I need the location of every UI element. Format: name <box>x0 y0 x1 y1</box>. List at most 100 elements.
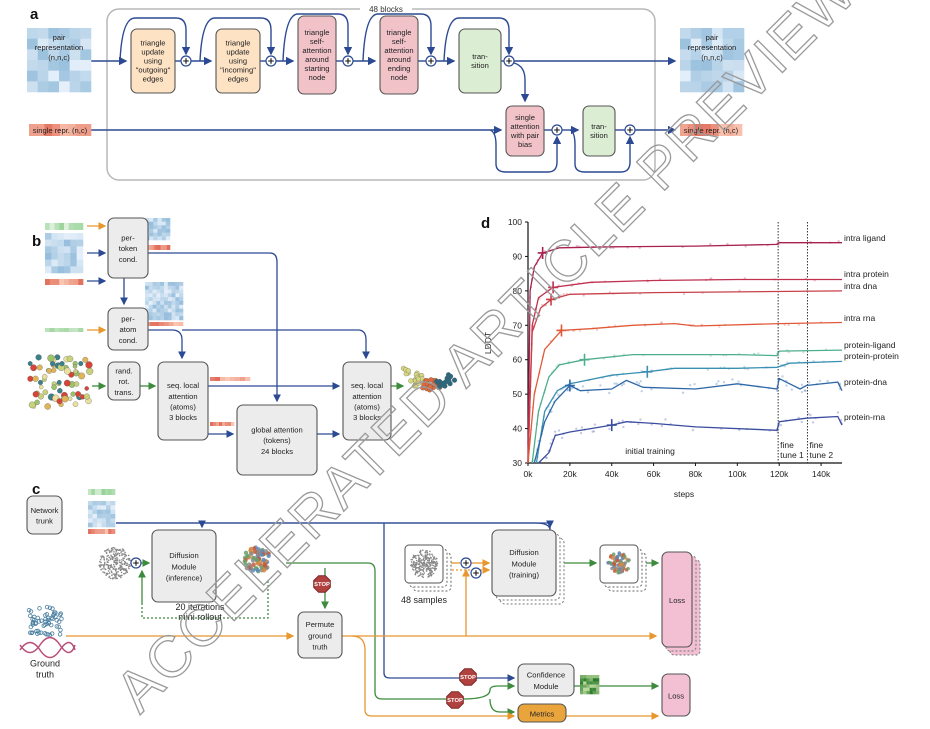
block-label-line: Network <box>31 506 59 515</box>
series-point <box>709 243 712 246</box>
plus-icon <box>624 124 636 136</box>
series-point <box>803 389 806 392</box>
token-single-cond <box>145 245 171 250</box>
series-point <box>639 418 642 421</box>
series-point <box>637 422 640 426</box>
series-label: intra protein <box>844 269 889 279</box>
sequence-local-attention-block-1: seq. local attention(atoms) 3 blocks <box>157 361 209 441</box>
random-rotation-translation-block: rand.rot. trans. <box>107 361 141 401</box>
series-point <box>599 384 602 387</box>
global-attention-block: global attention(tokens) 24 blocks <box>236 404 318 476</box>
block-shape <box>107 361 141 401</box>
series-point <box>737 380 740 383</box>
series-point <box>560 436 564 440</box>
series-point <box>785 384 788 387</box>
block-shape <box>297 611 343 659</box>
stop-gradient-icon-1: STOP <box>313 575 331 593</box>
series-point <box>722 381 726 384</box>
series-point <box>837 240 840 243</box>
series-label: protein-rna <box>844 412 885 422</box>
series-point <box>688 383 692 387</box>
atom-single-cond <box>145 322 184 326</box>
x-axis-label: steps <box>674 489 694 499</box>
block-label-line: 3 blocks <box>169 413 197 422</box>
block-label-line: "incoming" <box>220 66 256 75</box>
series-point <box>779 424 783 427</box>
label-line: truth <box>36 670 54 680</box>
series-point <box>660 424 664 428</box>
label-line: pair <box>706 33 719 42</box>
series-point <box>809 413 812 417</box>
x-tick-label: 120k <box>770 469 789 479</box>
trunk-feature-strip <box>88 489 116 495</box>
phase-label-fine-tune: fine tune 1 <box>780 440 804 460</box>
block-label-line: ground <box>308 631 332 640</box>
plus-icon <box>342 55 354 67</box>
series-point <box>790 388 794 391</box>
series-point <box>562 386 565 389</box>
block-shape <box>582 105 616 157</box>
plus-icon <box>130 557 142 569</box>
block-shape <box>517 663 575 697</box>
series-point <box>775 389 779 393</box>
block-label-line: Module <box>534 682 559 691</box>
series-line <box>531 349 843 464</box>
series-point <box>586 391 590 394</box>
series-point <box>836 411 840 414</box>
series-point <box>807 412 810 416</box>
block-label-line: node <box>391 73 408 82</box>
stop-gradient-icon-2: STOP <box>459 668 477 686</box>
block-label-line: self- <box>392 37 407 46</box>
block-shape <box>491 529 557 597</box>
series-point <box>757 352 760 355</box>
block-label-line: tran- <box>591 122 607 131</box>
series-point <box>776 431 779 434</box>
series-point <box>717 380 720 383</box>
block-label-line: per- <box>121 315 135 324</box>
series-line <box>538 415 843 464</box>
diffusion-module-inference: Diffusion Module (inference) <box>151 529 217 603</box>
block-label-line: triangle <box>387 28 412 37</box>
atom-skip-strip <box>210 377 251 381</box>
block-shape <box>26 495 63 535</box>
series-point <box>570 387 573 390</box>
series-point <box>613 382 616 385</box>
phase-label-fine-tune: fine tune 2 <box>809 440 833 460</box>
block-label-line: cond. <box>119 336 138 345</box>
series-point <box>811 421 815 424</box>
series-line <box>533 377 843 464</box>
block-label-line: tran- <box>472 52 488 61</box>
confidence-loss-block: Loss <box>661 673 691 717</box>
series-label: intra ligand <box>844 233 886 243</box>
series-point <box>544 456 548 459</box>
block-shape <box>661 673 691 717</box>
block-label-line: (atoms) <box>354 402 380 411</box>
x-tick-label: 60k <box>647 469 661 479</box>
single-repr-output-label: single repr. (n,c) <box>684 126 739 135</box>
series-point <box>621 419 624 422</box>
token-agg-strip <box>210 422 235 426</box>
plus-icon <box>265 55 277 67</box>
block-label-line: rot. <box>119 377 130 386</box>
block-label-line: update <box>226 48 249 57</box>
series-point <box>608 427 611 431</box>
ground-truth-structure-image <box>19 604 76 659</box>
series-point <box>581 385 585 388</box>
block-label-line: per- <box>121 234 135 243</box>
panel-label-b: b <box>32 233 41 250</box>
y-tick-label: 60 <box>513 355 523 365</box>
block-label-line: edges <box>228 75 249 84</box>
block-label-line: (atoms) <box>170 402 196 411</box>
noise-cloud-inference <box>98 546 132 580</box>
confidence-output-grid <box>580 675 600 695</box>
series-point <box>639 380 642 383</box>
series-point <box>545 456 548 460</box>
series-marker <box>548 281 559 294</box>
series-point <box>591 430 594 433</box>
block-label-line: trans. <box>115 388 134 397</box>
series-point <box>635 380 639 384</box>
